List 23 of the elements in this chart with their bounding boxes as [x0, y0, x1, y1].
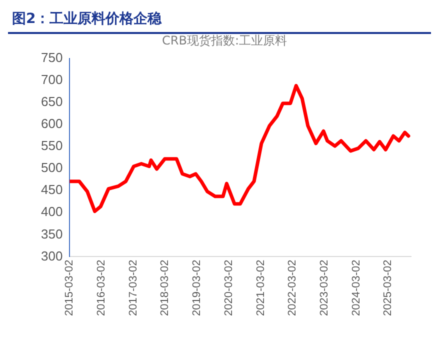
y-tick-label: 300	[40, 248, 63, 264]
y-tick-label: 750	[40, 50, 63, 65]
chart-subtitle: CRB现货指数:工业原料	[162, 33, 287, 48]
y-tick-label: 600	[40, 116, 63, 132]
y-tick-label: 350	[40, 226, 63, 242]
chart-title: 图2：工业原料价格企稳	[8, 8, 431, 34]
x-tick-label: 2017-03-02	[127, 260, 140, 316]
x-tick-label: 2025-03-02	[382, 260, 394, 316]
x-tick-label: 2022-03-02	[286, 260, 299, 316]
x-tick-label: 2020-03-02	[222, 260, 235, 316]
x-tick-label: 2021-03-02	[254, 260, 267, 316]
y-tick-label: 700	[40, 72, 63, 88]
x-tick-label: 2019-03-02	[191, 260, 204, 316]
x-tick-label: 2016-03-02	[96, 260, 108, 316]
x-tick-label: 2023-03-02	[318, 260, 330, 316]
y-tick-label: 550	[40, 138, 63, 154]
y-tick-label: 400	[40, 204, 63, 220]
y-tick-label: 500	[40, 160, 63, 176]
x-tick-label: 2018-03-02	[159, 260, 172, 316]
y-tick-label: 650	[40, 94, 63, 110]
y-tick-label: 450	[40, 182, 63, 198]
x-tick-label: 2024-03-02	[350, 260, 362, 316]
x-tick-label: 2015-03-02	[64, 260, 76, 316]
